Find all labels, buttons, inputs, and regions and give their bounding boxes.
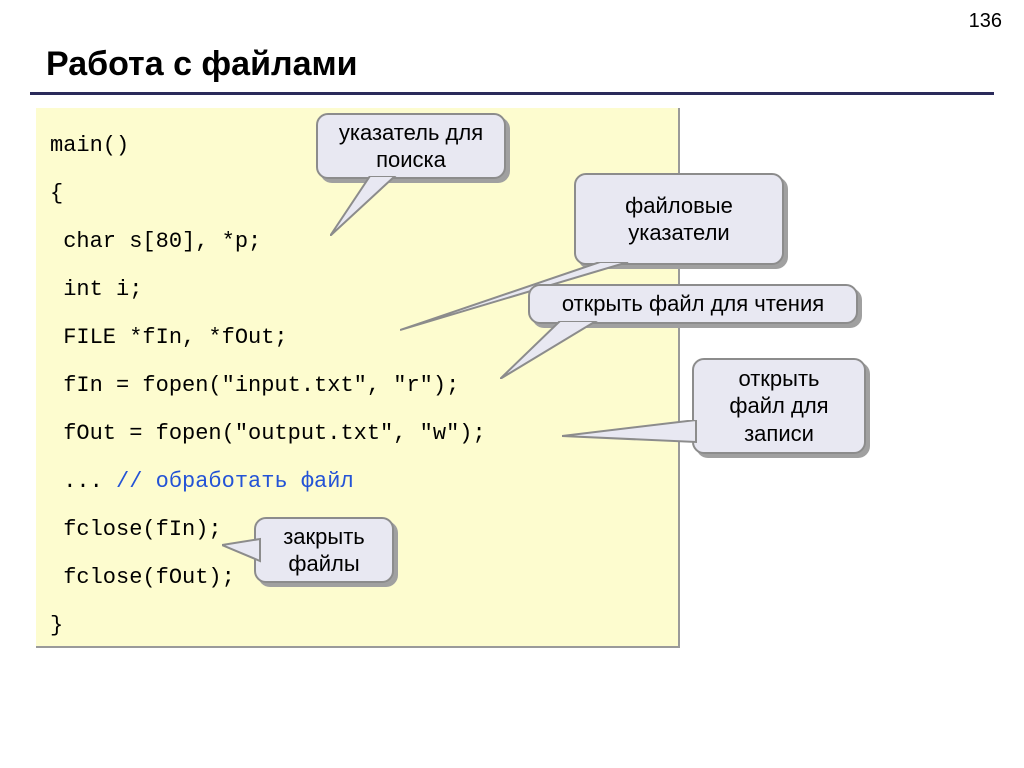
callout-open-read: открыть файл для чтения xyxy=(528,284,858,324)
code-line-10: fclose(fOut); xyxy=(50,565,235,590)
callout-close-files-tail xyxy=(222,535,262,565)
code-line-7: fOut = fopen("output.txt", "w"); xyxy=(50,421,486,446)
code-line-11: } xyxy=(50,613,63,638)
callout-pointer-search-tail xyxy=(330,176,400,236)
code-line-8a: ... xyxy=(50,469,116,494)
code-comment: // обработать файл xyxy=(116,469,354,494)
callout-open-write-tail xyxy=(562,420,698,446)
callout-open-read-tail xyxy=(500,321,600,379)
code-line-5: FILE *fIn, *fOut; xyxy=(50,325,288,350)
code-line-6: fIn = fopen("input.txt", "r"); xyxy=(50,373,459,398)
code-line-4: int i; xyxy=(50,277,142,302)
title-rule xyxy=(30,92,994,95)
callout-file-pointers: файловые указатели xyxy=(574,173,784,265)
code-line-1: main() xyxy=(50,133,129,158)
code-line-9: fclose(fIn); xyxy=(50,517,222,542)
page-number: 136 xyxy=(969,10,1002,33)
callout-open-write: открыть файл для записи xyxy=(692,358,866,454)
code-line-2: { xyxy=(50,181,63,206)
code-line-3: char s[80], *p; xyxy=(50,229,261,254)
callout-pointer-search: указатель для поиска xyxy=(316,113,506,179)
page-title: Работа с файлами xyxy=(46,45,358,84)
callout-close-files: закрыть файлы xyxy=(254,517,394,583)
